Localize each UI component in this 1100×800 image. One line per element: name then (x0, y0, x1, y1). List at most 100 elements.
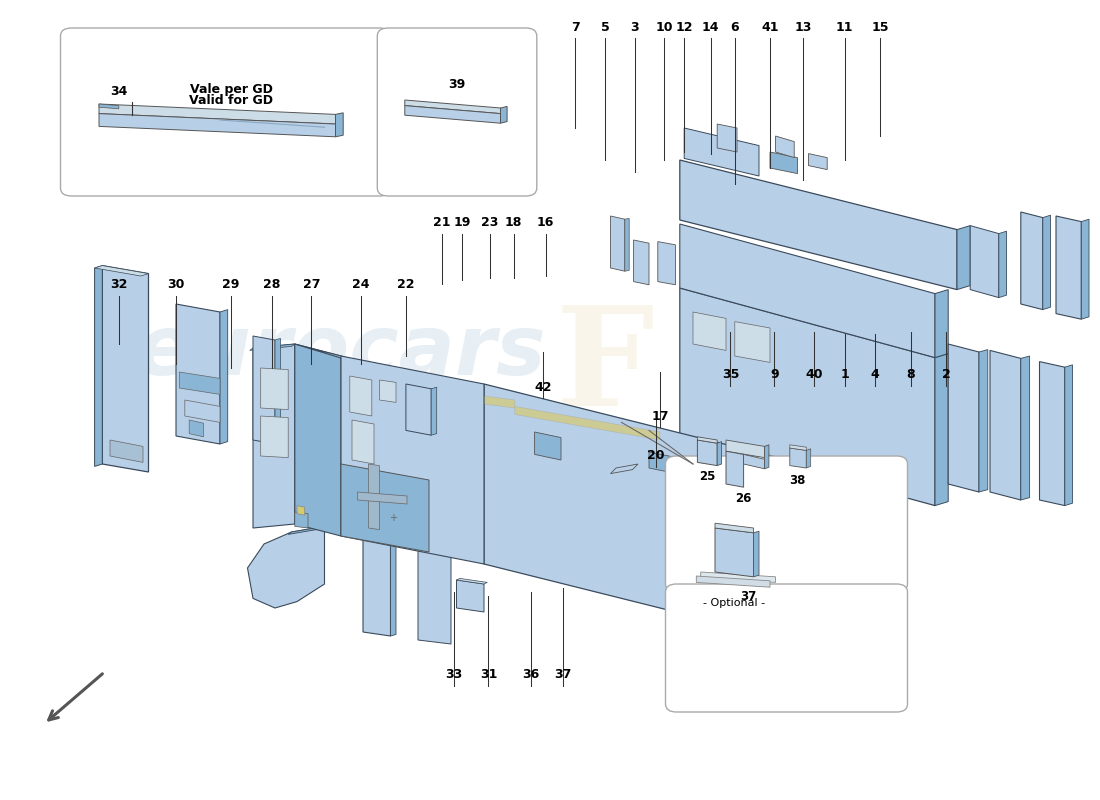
Polygon shape (405, 106, 500, 123)
Polygon shape (95, 266, 148, 276)
Text: 28: 28 (263, 278, 280, 291)
Text: Vale per GD: Vale per GD (189, 83, 273, 96)
Text: 22: 22 (397, 278, 415, 291)
Polygon shape (261, 368, 288, 410)
Text: 2: 2 (942, 368, 950, 381)
Polygon shape (610, 216, 625, 271)
Text: 20: 20 (647, 450, 664, 462)
Polygon shape (535, 432, 561, 460)
Text: 15: 15 (871, 21, 889, 34)
Polygon shape (1056, 216, 1081, 319)
Polygon shape (790, 445, 806, 450)
Polygon shape (990, 350, 1021, 500)
Text: - Optional -: - Optional - (703, 598, 764, 608)
Text: 11: 11 (836, 21, 854, 34)
Text: 30: 30 (167, 278, 185, 291)
Polygon shape (701, 572, 776, 582)
Text: 24: 24 (352, 278, 370, 291)
Polygon shape (806, 449, 811, 468)
Text: 32: 32 (110, 278, 128, 291)
Polygon shape (297, 506, 305, 515)
Polygon shape (836, 468, 849, 652)
Polygon shape (176, 304, 220, 444)
Polygon shape (248, 526, 324, 608)
Polygon shape (288, 526, 324, 534)
Polygon shape (363, 516, 390, 636)
Polygon shape (634, 240, 649, 285)
Text: 8: 8 (906, 368, 915, 381)
Polygon shape (726, 451, 744, 487)
Polygon shape (185, 400, 220, 422)
Text: +: + (388, 514, 397, 523)
Polygon shape (220, 310, 228, 444)
Polygon shape (776, 136, 794, 158)
Text: 38: 38 (790, 474, 805, 486)
Text: 17: 17 (651, 410, 669, 422)
Text: 14: 14 (702, 21, 719, 34)
Polygon shape (715, 528, 754, 577)
Text: 27: 27 (302, 278, 320, 291)
Polygon shape (684, 128, 759, 176)
Text: 36: 36 (522, 668, 540, 681)
Text: 10: 10 (656, 21, 673, 34)
Text: 39: 39 (448, 78, 465, 90)
Text: 42: 42 (535, 381, 552, 394)
Polygon shape (697, 437, 717, 443)
Polygon shape (970, 226, 999, 298)
Text: 9: 9 (770, 368, 779, 381)
Polygon shape (99, 104, 336, 124)
Polygon shape (625, 218, 629, 271)
Text: eurocars: eurocars (135, 311, 547, 393)
Text: 13: 13 (794, 21, 812, 34)
Polygon shape (275, 338, 280, 444)
Polygon shape (350, 376, 372, 416)
Text: 37: 37 (740, 590, 756, 603)
Polygon shape (515, 406, 660, 440)
Polygon shape (957, 226, 970, 290)
Text: 37: 37 (554, 668, 572, 681)
Text: 4: 4 (870, 368, 879, 381)
Text: 40: 40 (805, 368, 823, 381)
Polygon shape (189, 420, 204, 437)
Polygon shape (680, 160, 957, 290)
Polygon shape (110, 440, 143, 462)
Polygon shape (484, 396, 515, 408)
Polygon shape (295, 512, 308, 528)
Text: 12: 12 (675, 21, 693, 34)
Polygon shape (1081, 219, 1089, 319)
Polygon shape (500, 106, 507, 123)
Polygon shape (754, 531, 759, 577)
Polygon shape (418, 548, 451, 644)
Polygon shape (368, 464, 379, 530)
Polygon shape (735, 322, 770, 362)
Text: 1: 1 (840, 368, 849, 381)
Polygon shape (790, 448, 806, 468)
Polygon shape (336, 113, 343, 137)
Polygon shape (935, 354, 948, 506)
FancyBboxPatch shape (666, 456, 908, 592)
Polygon shape (999, 231, 1007, 298)
Polygon shape (610, 464, 638, 474)
Polygon shape (717, 442, 722, 466)
Text: 34: 34 (110, 86, 128, 98)
Polygon shape (726, 440, 764, 458)
FancyBboxPatch shape (377, 28, 537, 196)
Polygon shape (431, 387, 437, 435)
Polygon shape (1021, 356, 1030, 500)
Text: 23: 23 (481, 216, 498, 229)
Text: 26: 26 (736, 492, 751, 505)
Polygon shape (484, 384, 836, 652)
Polygon shape (341, 356, 484, 564)
Polygon shape (1040, 362, 1065, 506)
Text: 5: 5 (601, 21, 609, 34)
Text: F: F (556, 301, 654, 435)
Polygon shape (456, 578, 487, 584)
Text: 31: 31 (480, 668, 497, 681)
Polygon shape (744, 454, 764, 469)
FancyBboxPatch shape (666, 584, 908, 712)
Polygon shape (99, 114, 336, 137)
Polygon shape (935, 290, 948, 358)
Polygon shape (179, 372, 220, 394)
Polygon shape (649, 452, 676, 474)
FancyBboxPatch shape (60, 28, 390, 196)
